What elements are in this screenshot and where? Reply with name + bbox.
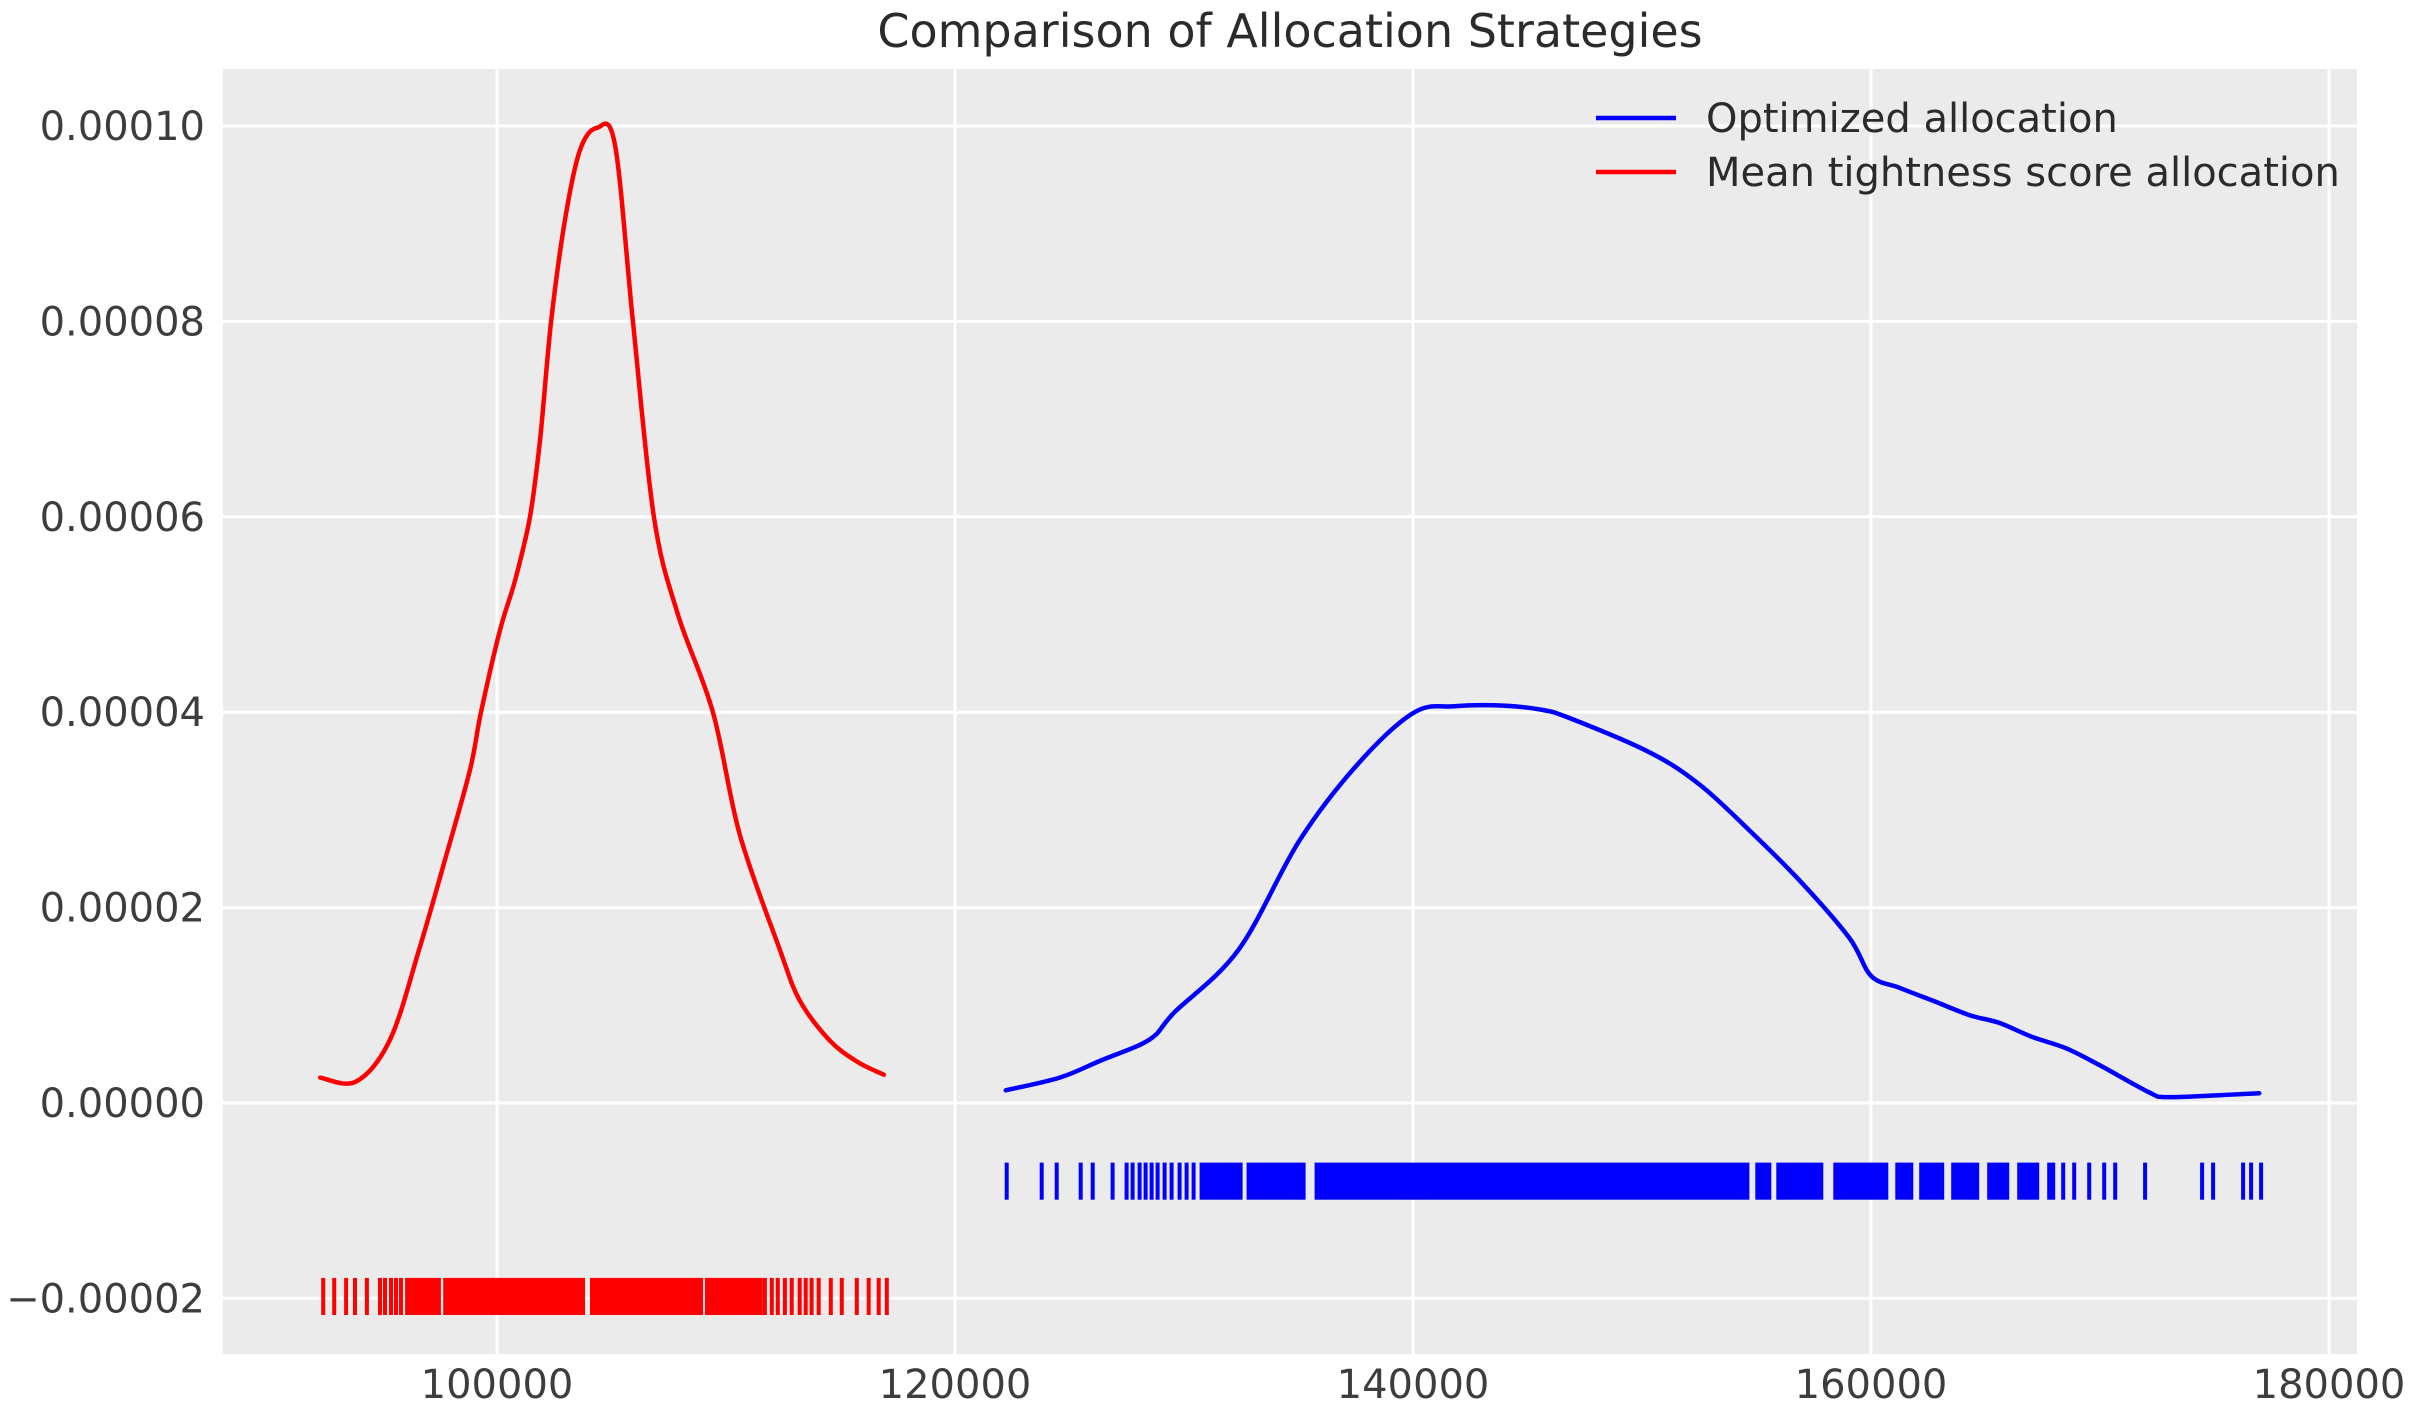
x-tick-label-120000: 120000 <box>879 1362 1032 1408</box>
rug-mean-tightness <box>321 1277 889 1315</box>
rug-optimized <box>1004 1162 2264 1200</box>
x-axis-tick-labels: 100000 120000 140000 160000 180000 <box>421 1362 2406 1408</box>
x-tick-label-160000: 160000 <box>1795 1362 1948 1408</box>
y-tick-label-0.00010: 0.00010 <box>40 104 205 150</box>
kde-curve-optimized <box>1003 702 2262 1100</box>
legend: Optimized allocation Mean tightness scor… <box>1596 96 2340 196</box>
y-tick-label-0.00000: 0.00000 <box>40 1081 205 1127</box>
x-tick-label-180000: 180000 <box>2253 1362 2406 1408</box>
y-tick-label-0.00008: 0.00008 <box>40 299 205 345</box>
y-tick-label-0.00004: 0.00004 <box>40 690 205 736</box>
x-tick-label-100000: 100000 <box>421 1362 574 1408</box>
legend-label-optimized-allocation: Optimized allocation <box>1706 96 2118 142</box>
y-tick-label-−0.00002: −0.00002 <box>6 1276 205 1322</box>
kde-curve-mean-tightness <box>317 121 887 1086</box>
x-tick-label-140000: 140000 <box>1337 1362 1490 1408</box>
legend-label-mean-tightness-score-allocation: Mean tightness score allocation <box>1706 150 2340 196</box>
y-tick-label-0.00002: 0.00002 <box>40 886 205 932</box>
y-tick-label-0.00006: 0.00006 <box>40 495 205 541</box>
density-curves <box>317 121 2262 1100</box>
rug-marks <box>321 1162 2264 1315</box>
y-axis-tick-labels: 0.00010 0.00008 0.00006 0.00004 0.00002 0.000… <box>6 104 205 1322</box>
chart-title: Comparison of Allocation Strategies <box>877 4 1702 58</box>
